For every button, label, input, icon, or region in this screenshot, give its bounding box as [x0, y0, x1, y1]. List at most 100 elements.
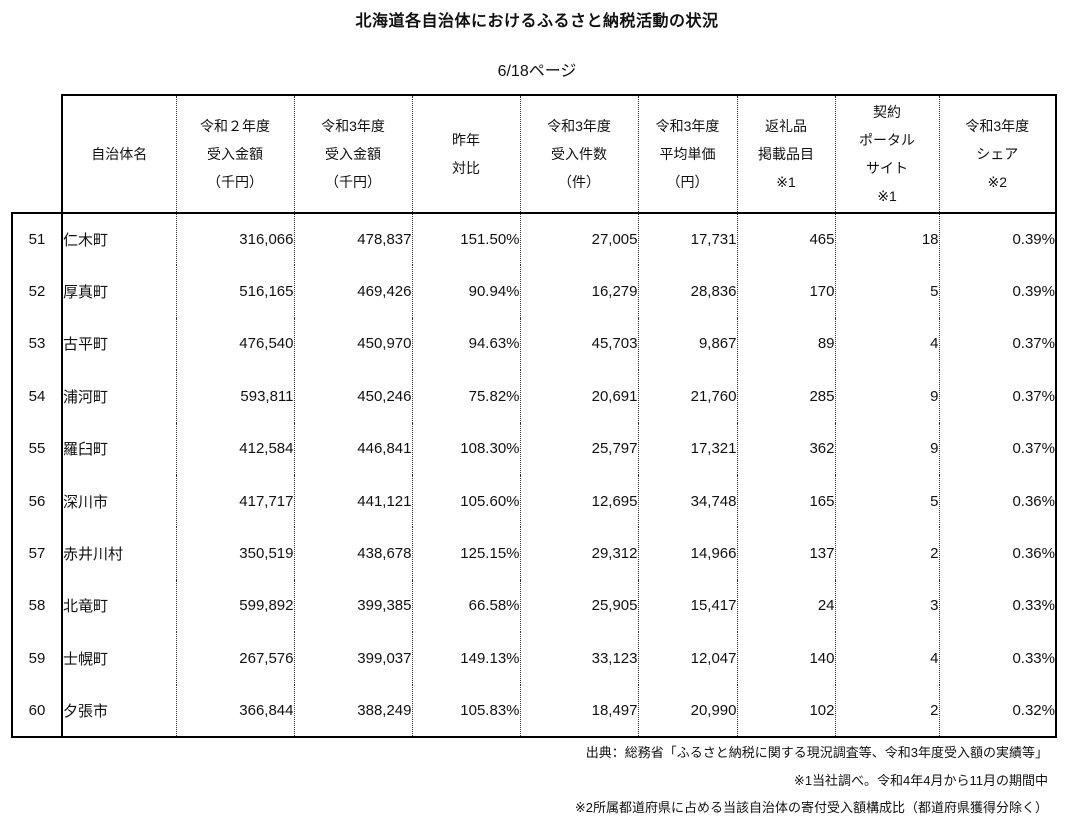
cell-r3-amount: 399,037: [293, 632, 412, 685]
cell-share: 0.39%: [938, 265, 1057, 318]
cell-portal-sites: 3: [834, 579, 939, 633]
cell-count: 45,703: [519, 317, 638, 371]
municipality-furusato-table: 自治体名 令和２年度 受入金額 （千円） 令和3年度 受入金額 （千円） 昨年 …: [11, 94, 1057, 738]
cell-municipality: 厚真町: [63, 284, 109, 302]
table-row: 57 赤井川村 350,519 438,678 125.15% 29,312 1…: [11, 527, 1057, 580]
cell-share: 0.37%: [938, 370, 1057, 423]
cell-r3-amount: 438,678: [293, 527, 412, 580]
cell-portal-sites: 9: [834, 422, 939, 475]
cell-portal-sites: 5: [834, 474, 939, 528]
col-header-r3-share: 令和3年度 シェア ※2: [938, 94, 1057, 214]
cell-r2-amount: 316,066: [175, 213, 294, 266]
cell-count: 25,905: [519, 579, 638, 633]
cell-yoy: 108.30%: [411, 422, 520, 475]
cell-items: 102: [736, 684, 835, 738]
col-header-r2-amount: 令和２年度 受入金額 （千円）: [175, 94, 294, 214]
cell-municipality: 北竜町: [63, 598, 109, 616]
footer-notes: 出典：総務省「ふるさと納税に関する現況調査等、令和3年度受入額の実績等」 ※1当…: [575, 739, 1048, 822]
col-header-municipality: 自治体名: [61, 94, 176, 214]
cell-municipality: 仁木町: [63, 232, 109, 250]
cell-rank: 56: [11, 474, 63, 528]
cell-avg-price: 21,760: [637, 370, 737, 423]
cell-r2-amount: 476,540: [175, 317, 294, 371]
cell-municipality: 士幌町: [63, 650, 109, 668]
col-header-r3-avg-price: 令和3年度 平均単価 （円）: [637, 94, 737, 214]
cell-portal-sites: 4: [834, 632, 939, 685]
cell-r2-amount: 412,584: [175, 422, 294, 475]
cell-yoy: 66.58%: [411, 579, 520, 633]
cell-r3-amount: 469,426: [293, 265, 412, 318]
cell-r3-amount: 450,246: [293, 370, 412, 423]
note-asterisk-1: ※1当社調べ。令和4年4月から11月の期間中: [793, 772, 1048, 788]
page-title: 北海道各自治体におけるふるさと納税活動の状況: [355, 13, 719, 30]
cell-yoy: 75.82%: [411, 370, 520, 423]
table-row: 54 浦河町 593,811 450,246 75.82% 20,691 21,…: [11, 370, 1057, 423]
cell-items: 137: [736, 527, 835, 580]
table-row: 56 深川市 417,717 441,121 105.60% 12,695 34…: [11, 474, 1057, 528]
table-row: 60 夕張市 366,844 388,249 105.83% 18,497 20…: [11, 684, 1057, 738]
cell-share: 0.37%: [938, 422, 1057, 475]
table-row: 55 羅臼町 412,584 446,841 108.30% 25,797 17…: [11, 422, 1057, 475]
cell-share: 0.39%: [938, 213, 1057, 266]
cell-share: 0.33%: [938, 632, 1057, 685]
cell-municipality: 浦河町: [63, 388, 109, 406]
cell-share: 0.32%: [938, 684, 1057, 738]
cell-avg-price: 9,867: [637, 317, 737, 371]
cell-r2-amount: 516,165: [175, 265, 294, 318]
cell-avg-price: 12,047: [637, 632, 737, 685]
cell-municipality: 深川市: [63, 493, 109, 511]
cell-rank: 57: [11, 527, 63, 580]
cell-municipality: 夕張市: [62, 684, 176, 738]
cell-rank: 52: [11, 265, 63, 318]
cell-avg-price: 17,321: [637, 422, 737, 475]
cell-items: 89: [736, 317, 835, 371]
table-row: 52 厚真町 516,165 469,426 90.94% 16,279 28,…: [11, 265, 1057, 318]
cell-count: 16,279: [519, 265, 638, 318]
page-indicator: 6/18ページ: [497, 63, 577, 80]
cell-count: 18,497: [519, 684, 638, 738]
table-row: 58 北竜町 599,892 399,385 66.58% 25,905 15,…: [11, 579, 1057, 633]
cell-portal-sites: 5: [834, 265, 939, 318]
col-header-yoy: 昨年 対比: [411, 94, 520, 214]
cell-municipality: 古平町: [63, 336, 109, 354]
cell-portal-sites: 18: [834, 213, 939, 266]
cell-r3-amount: 388,249: [293, 684, 412, 738]
cell-avg-price: 20,990: [637, 684, 737, 738]
cell-rank: 53: [11, 317, 63, 371]
cell-count: 33,123: [519, 632, 638, 685]
cell-r3-amount: 446,841: [293, 422, 412, 475]
cell-yoy: 94.63%: [411, 317, 520, 371]
cell-count: 27,005: [519, 213, 638, 266]
cell-municipality: 羅臼町: [63, 441, 109, 459]
cell-share: 0.37%: [938, 317, 1057, 371]
cell-r3-amount: 399,385: [293, 579, 412, 633]
header-spacer: [12, 95, 62, 213]
col-header-gift-items: 返礼品 掲載品目 ※1: [736, 94, 835, 214]
cell-r3-amount: 478,837: [293, 213, 412, 266]
cell-count: 29,312: [519, 527, 638, 580]
col-header-r3-amount: 令和3年度 受入金額 （千円）: [293, 94, 412, 214]
cell-yoy: 125.15%: [411, 527, 520, 580]
cell-portal-sites: 2: [834, 527, 939, 580]
cell-r2-amount: 417,717: [175, 474, 294, 528]
cell-share: 0.33%: [938, 579, 1057, 633]
table-row: 51 仁木町 316,066 478,837 151.50% 27,005 17…: [11, 211, 1057, 266]
cell-portal-sites: 9: [834, 370, 939, 423]
cell-r2-amount: 593,811: [175, 370, 294, 423]
source-note: 出典：総務省「ふるさと納税に関する現況調査等、令和3年度受入額の実績等」: [585, 745, 1048, 760]
header-row: 自治体名 令和２年度 受入金額 （千円） 令和3年度 受入金額 （千円） 昨年 …: [12, 94, 1057, 214]
cell-count: 20,691: [519, 370, 638, 423]
cell-avg-price: 17,731: [637, 213, 737, 266]
table-row: 53 古平町 476,540 450,970 94.63% 45,703 9,8…: [11, 317, 1057, 371]
cell-portal-sites: 4: [834, 317, 939, 371]
col-header-portal-sites: 契約 ポータル サイト ※1: [834, 94, 939, 214]
cell-items: 285: [736, 370, 835, 423]
cell-portal-sites: 2: [834, 684, 939, 738]
cell-count: 12,695: [519, 474, 638, 528]
cell-rank: 58: [11, 579, 63, 633]
cell-municipality: 赤井川村: [63, 546, 124, 564]
cell-items: 465: [736, 213, 835, 266]
cell-yoy: 105.83%: [411, 684, 520, 738]
cell-r2-amount: 366,844: [175, 684, 294, 738]
